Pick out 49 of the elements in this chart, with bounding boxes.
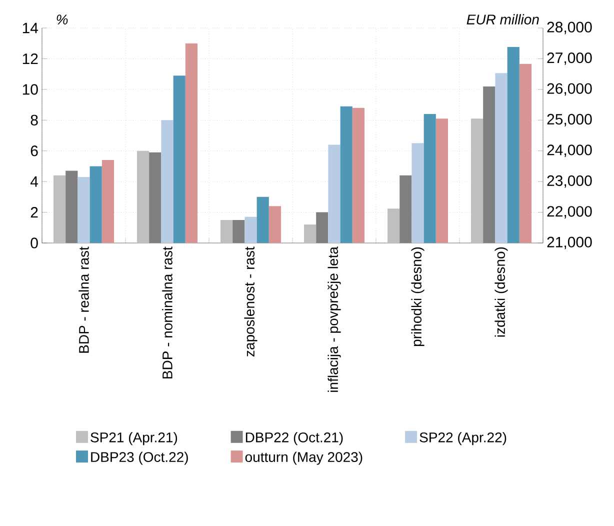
x-tick-label: BDP - realna rast — [78, 246, 89, 353]
bar — [90, 166, 102, 243]
y-tick-label: 0 — [30, 238, 38, 248]
bar — [102, 160, 114, 243]
y-tick-label: 4 — [30, 176, 38, 187]
bar — [256, 196, 269, 243]
x-tick-label: izdatki (desno) — [494, 247, 508, 337]
legend-label: SP22 (Apr.22) — [420, 432, 506, 446]
bar — [232, 220, 245, 243]
bar — [244, 216, 257, 243]
bar — [220, 220, 233, 243]
bar — [340, 106, 352, 243]
bar — [53, 175, 66, 243]
legend-label: DBP22 (Oct.21) — [246, 432, 343, 446]
bar — [316, 212, 328, 243]
bar — [66, 170, 78, 243]
y2-tick-label: 23,000 — [547, 175, 592, 188]
y2-tick-label: 26,000 — [547, 83, 592, 96]
x-tick-label: zaposlenost - rast — [244, 246, 258, 356]
bar — [268, 206, 282, 243]
y-tick-label: 6 — [30, 146, 38, 156]
y2-tick-label: 25,000 — [547, 114, 592, 126]
y2-tick-label: 28,000 — [547, 22, 592, 34]
bar — [328, 144, 340, 243]
y-tick-label: 12 — [22, 53, 38, 64]
bar — [161, 120, 174, 243]
y-tick-label: 10 — [22, 84, 38, 95]
y-tick-label: 8 — [30, 114, 38, 126]
legend-label: SP21 (Apr.21) — [90, 432, 178, 446]
bar — [185, 43, 198, 243]
bar — [304, 224, 316, 243]
bar — [352, 108, 365, 243]
y2-tick-label: 22,000 — [547, 206, 592, 218]
legend-label: outturn (May 2023) — [245, 452, 362, 465]
x-tick-label: inflacija - povprečje leta — [328, 246, 341, 392]
y-tick-label: 2 — [30, 207, 38, 218]
x-tick-label: BDP - nominalna rast — [162, 246, 172, 378]
y-axis-title: % — [56, 14, 68, 24]
bar — [136, 150, 150, 243]
x-tick-label: prihodki (desno) — [411, 247, 424, 346]
y2-tick-label: 21,000 — [547, 236, 592, 250]
bar — [78, 176, 90, 243]
bar — [173, 76, 186, 243]
legend-label: DBP23 (Oct.22) — [91, 452, 188, 465]
y2-tick-label: 27,000 — [547, 52, 592, 65]
y2-tick-label: 24,000 — [547, 144, 592, 158]
y-tick-label: 14 — [22, 22, 38, 34]
bar — [149, 152, 162, 243]
y2-axis-title: EUR million — [466, 14, 539, 24]
